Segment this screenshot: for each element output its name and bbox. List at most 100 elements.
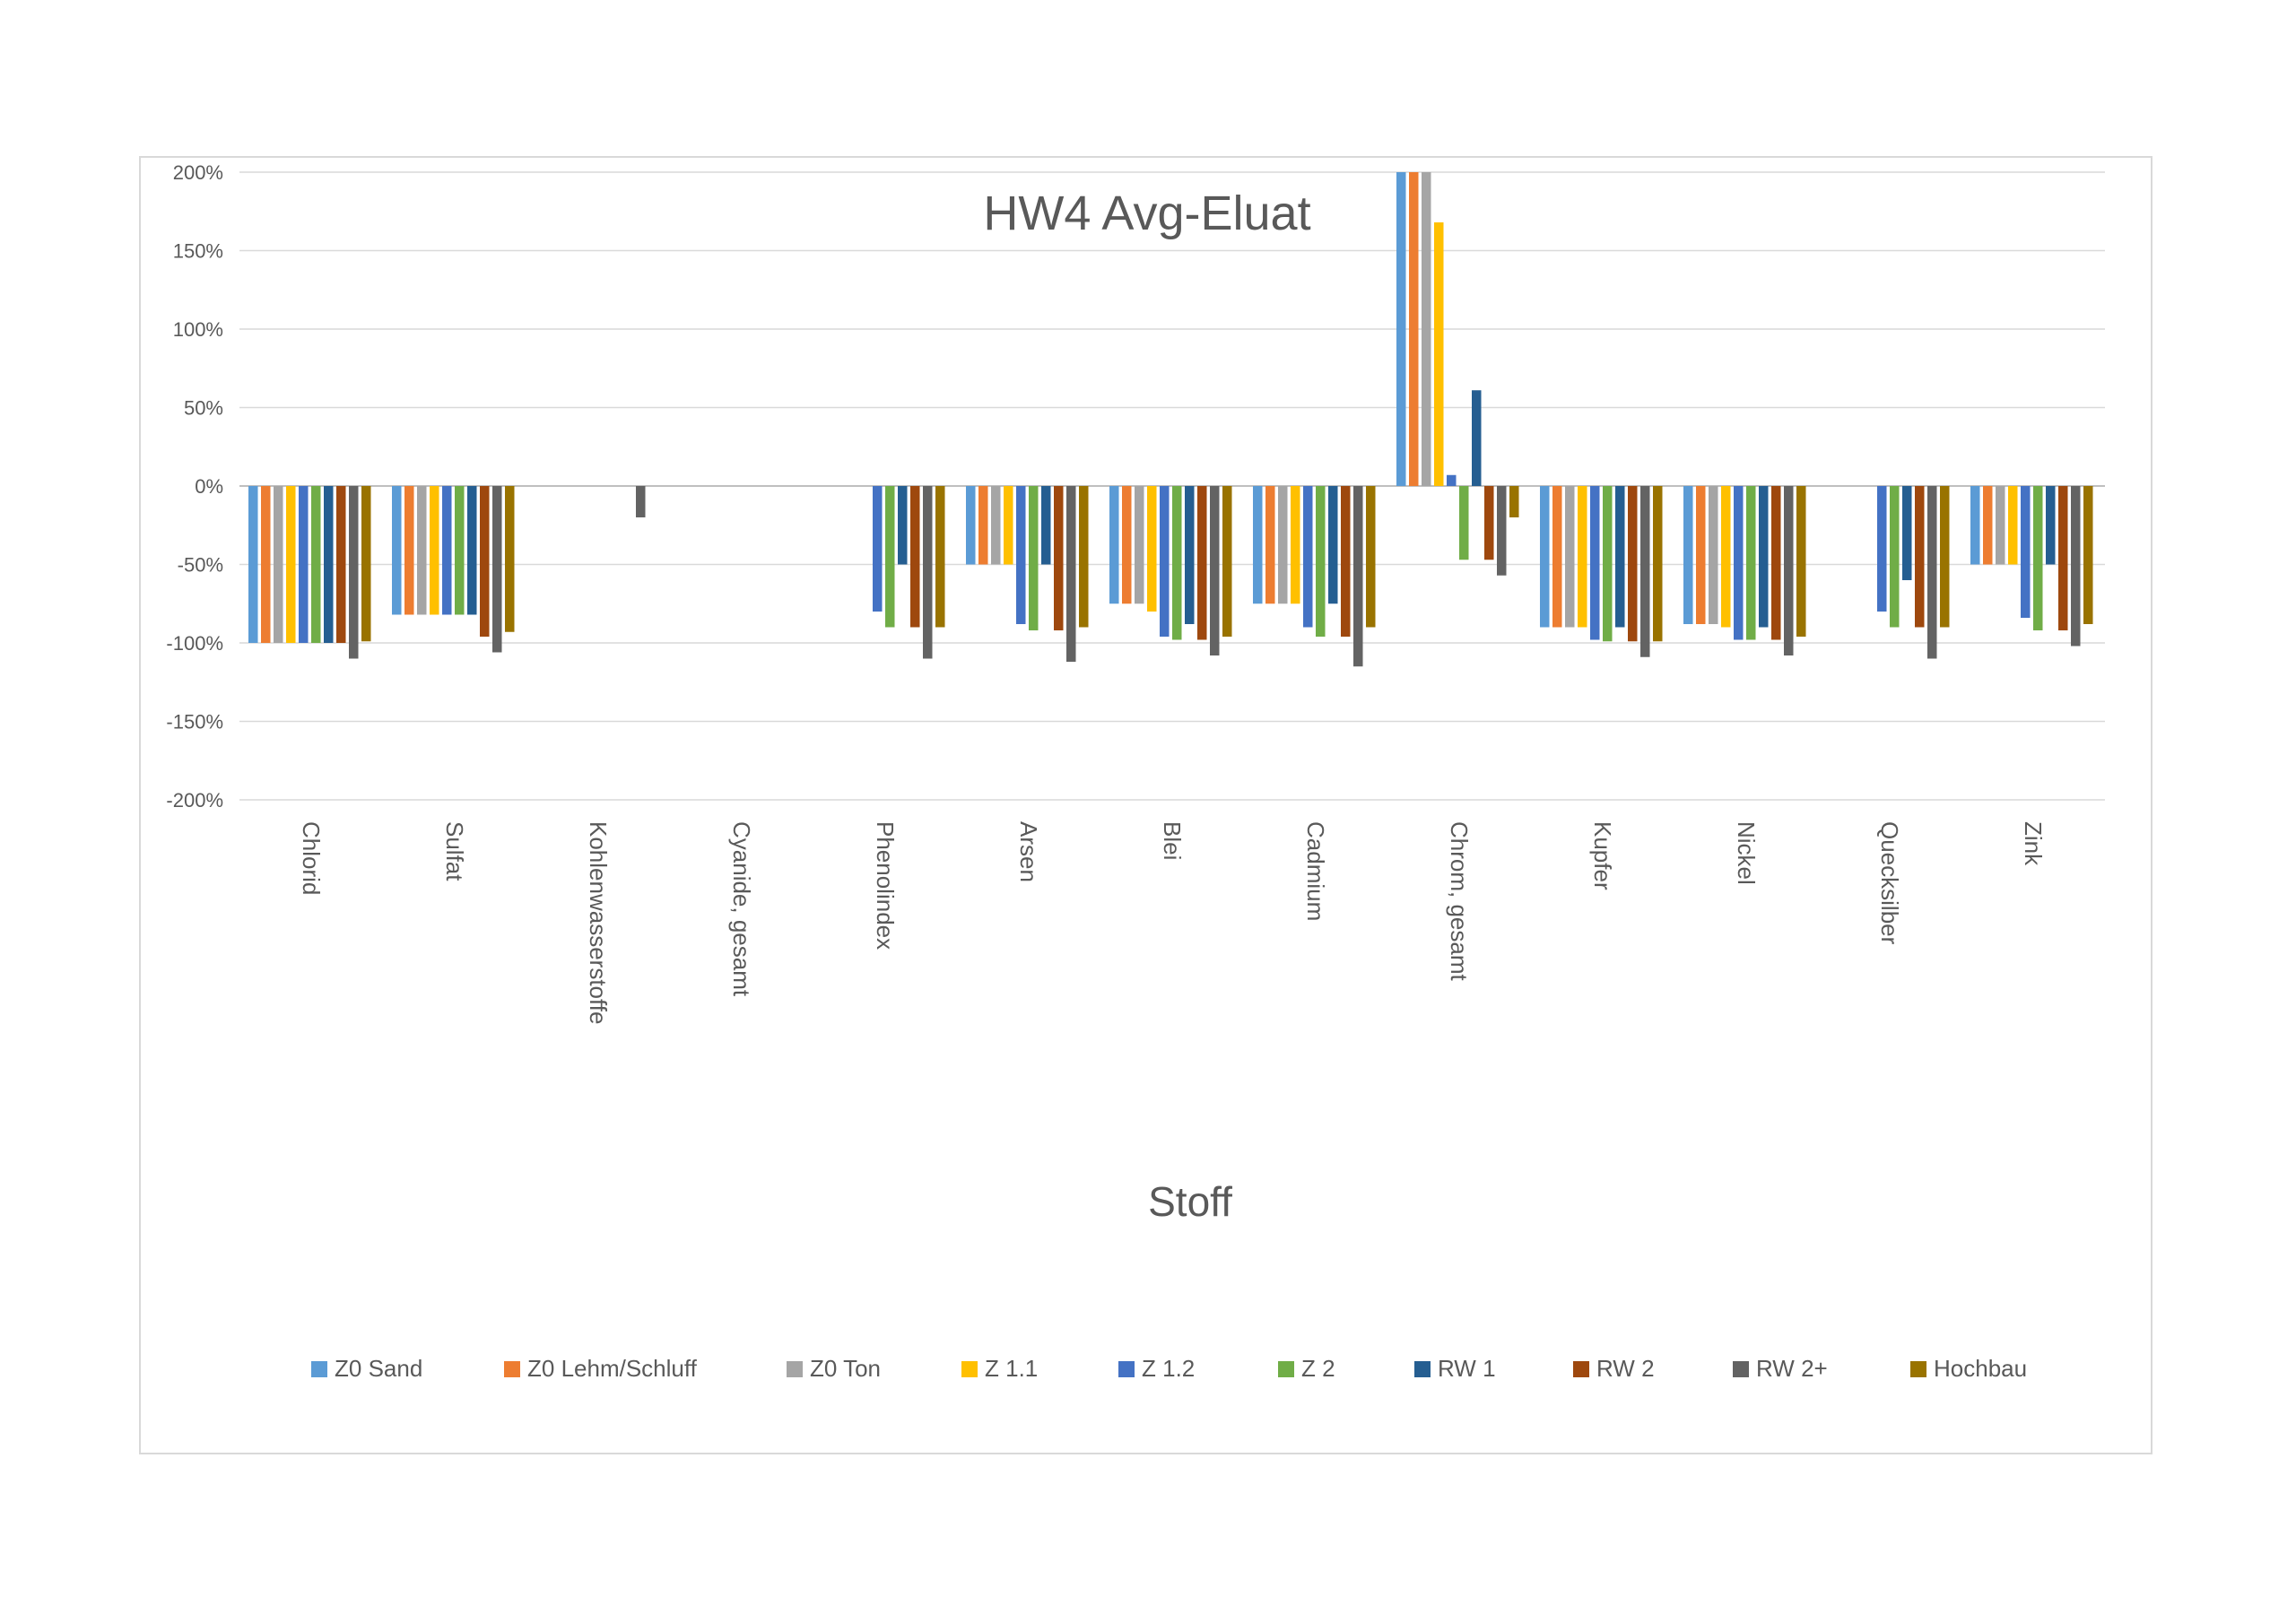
bar bbox=[1615, 486, 1625, 628]
bar bbox=[1683, 486, 1693, 624]
bar bbox=[442, 486, 452, 615]
bar bbox=[1497, 486, 1507, 576]
bar bbox=[1328, 486, 1338, 604]
bar bbox=[455, 486, 465, 615]
bar bbox=[492, 486, 502, 653]
category-label: Chlorid bbox=[298, 821, 325, 895]
bar bbox=[1746, 486, 1756, 640]
legend-swatch bbox=[1733, 1361, 1749, 1377]
legend-entry: Z0 Ton bbox=[810, 1355, 881, 1382]
bar bbox=[349, 486, 359, 659]
bar bbox=[2058, 486, 2068, 630]
bar bbox=[361, 486, 371, 642]
category-label: Cadmium bbox=[1302, 821, 1329, 921]
bar bbox=[1160, 486, 1170, 637]
bar bbox=[1578, 486, 1587, 628]
category-label: Sulfat bbox=[441, 821, 468, 881]
legend-entry: Z 2 bbox=[1301, 1355, 1335, 1382]
bar bbox=[1409, 172, 1419, 486]
bar bbox=[467, 486, 477, 615]
bar bbox=[1983, 486, 1993, 565]
legend-swatch bbox=[1118, 1361, 1135, 1377]
legend-swatch bbox=[1910, 1361, 1926, 1377]
bar bbox=[1016, 486, 1026, 624]
bar bbox=[261, 486, 271, 643]
legend-entry: Z0 Lehm/Schluff bbox=[527, 1355, 698, 1382]
y-tick-label: 200% bbox=[173, 161, 223, 184]
bar bbox=[1434, 222, 1444, 486]
legend-entry: RW 2+ bbox=[1756, 1355, 1828, 1382]
legend-swatch bbox=[1278, 1361, 1294, 1377]
bar bbox=[978, 486, 988, 565]
bar bbox=[1004, 486, 1013, 565]
bar bbox=[248, 486, 258, 643]
bar bbox=[404, 486, 414, 615]
bar bbox=[1054, 486, 1064, 630]
bar bbox=[1109, 486, 1119, 604]
legend-swatch bbox=[311, 1361, 327, 1377]
bar bbox=[636, 486, 646, 517]
bar bbox=[1877, 486, 1887, 612]
bar bbox=[1341, 486, 1351, 637]
bar bbox=[392, 486, 402, 615]
bars bbox=[248, 172, 2093, 667]
bar bbox=[1484, 486, 1494, 560]
bar bbox=[935, 486, 945, 628]
bar bbox=[1709, 486, 1718, 624]
legend-entry: Z 1.1 bbox=[985, 1355, 1038, 1382]
legend-swatch bbox=[504, 1361, 520, 1377]
bar bbox=[1721, 486, 1731, 628]
bar bbox=[1696, 486, 1706, 624]
bar bbox=[1902, 486, 1912, 580]
bar bbox=[1759, 486, 1769, 628]
bar bbox=[991, 486, 1001, 565]
bar bbox=[1653, 486, 1663, 642]
y-tick-label: -150% bbox=[166, 711, 223, 733]
chart-title: HW4 Avg-Eluat bbox=[983, 187, 1310, 240]
bar bbox=[2083, 486, 2093, 624]
y-tick-label: -200% bbox=[166, 789, 223, 812]
legend-entry: RW 1 bbox=[1438, 1355, 1496, 1382]
y-tick-label: 100% bbox=[173, 318, 223, 341]
category-label: Nickel bbox=[1733, 821, 1760, 885]
bar bbox=[1940, 486, 1950, 628]
bar bbox=[966, 486, 976, 565]
bar bbox=[1734, 486, 1744, 640]
category-label: Chrom, gesamt bbox=[1446, 821, 1473, 981]
bar bbox=[1029, 486, 1039, 630]
x-axis-title: Stoff bbox=[1148, 1178, 1232, 1225]
bar bbox=[923, 486, 933, 659]
legend-entry: Hochbau bbox=[1934, 1355, 2027, 1382]
category-labels: Chlorid Sulfat Kohlenwasserstoffe Cyanide, … bbox=[298, 821, 2047, 1024]
category-label: Quecksilber bbox=[1876, 821, 1903, 945]
bar bbox=[1041, 486, 1051, 565]
legend-swatch bbox=[787, 1361, 803, 1377]
bar bbox=[417, 486, 427, 615]
bar bbox=[1472, 390, 1482, 486]
bar bbox=[1796, 486, 1806, 637]
category-label: Kohlenwasserstoffe bbox=[585, 821, 612, 1024]
legend: Z0 Sand Z0 Lehm/Schluff Z0 Ton Z 1.1 Z 1.2 Z … bbox=[311, 1355, 2027, 1382]
bar bbox=[1771, 486, 1781, 640]
bar bbox=[1291, 486, 1300, 604]
bar bbox=[1265, 486, 1275, 604]
bar bbox=[2008, 486, 2018, 565]
legend-entry: Z0 Sand bbox=[335, 1355, 422, 1382]
bar bbox=[898, 486, 908, 565]
bar bbox=[311, 486, 321, 643]
bar bbox=[1066, 486, 1076, 662]
legend-swatch bbox=[961, 1361, 978, 1377]
bar bbox=[885, 486, 895, 628]
bar bbox=[1565, 486, 1575, 628]
bar bbox=[299, 486, 309, 643]
bar bbox=[1970, 486, 1980, 565]
bar bbox=[1366, 486, 1376, 628]
y-tick-label: -50% bbox=[178, 554, 223, 577]
bar bbox=[1396, 172, 1406, 486]
chart-frame: 200% 150% 100% 50% 0% -50% -100% -150% -200% Chl… bbox=[139, 156, 2152, 1454]
bar bbox=[1210, 486, 1220, 655]
y-tick-label: 50% bbox=[184, 397, 223, 420]
category-label: Zink bbox=[2020, 821, 2047, 866]
category-label: Phenolindex bbox=[872, 821, 899, 950]
bar bbox=[1927, 486, 1937, 659]
